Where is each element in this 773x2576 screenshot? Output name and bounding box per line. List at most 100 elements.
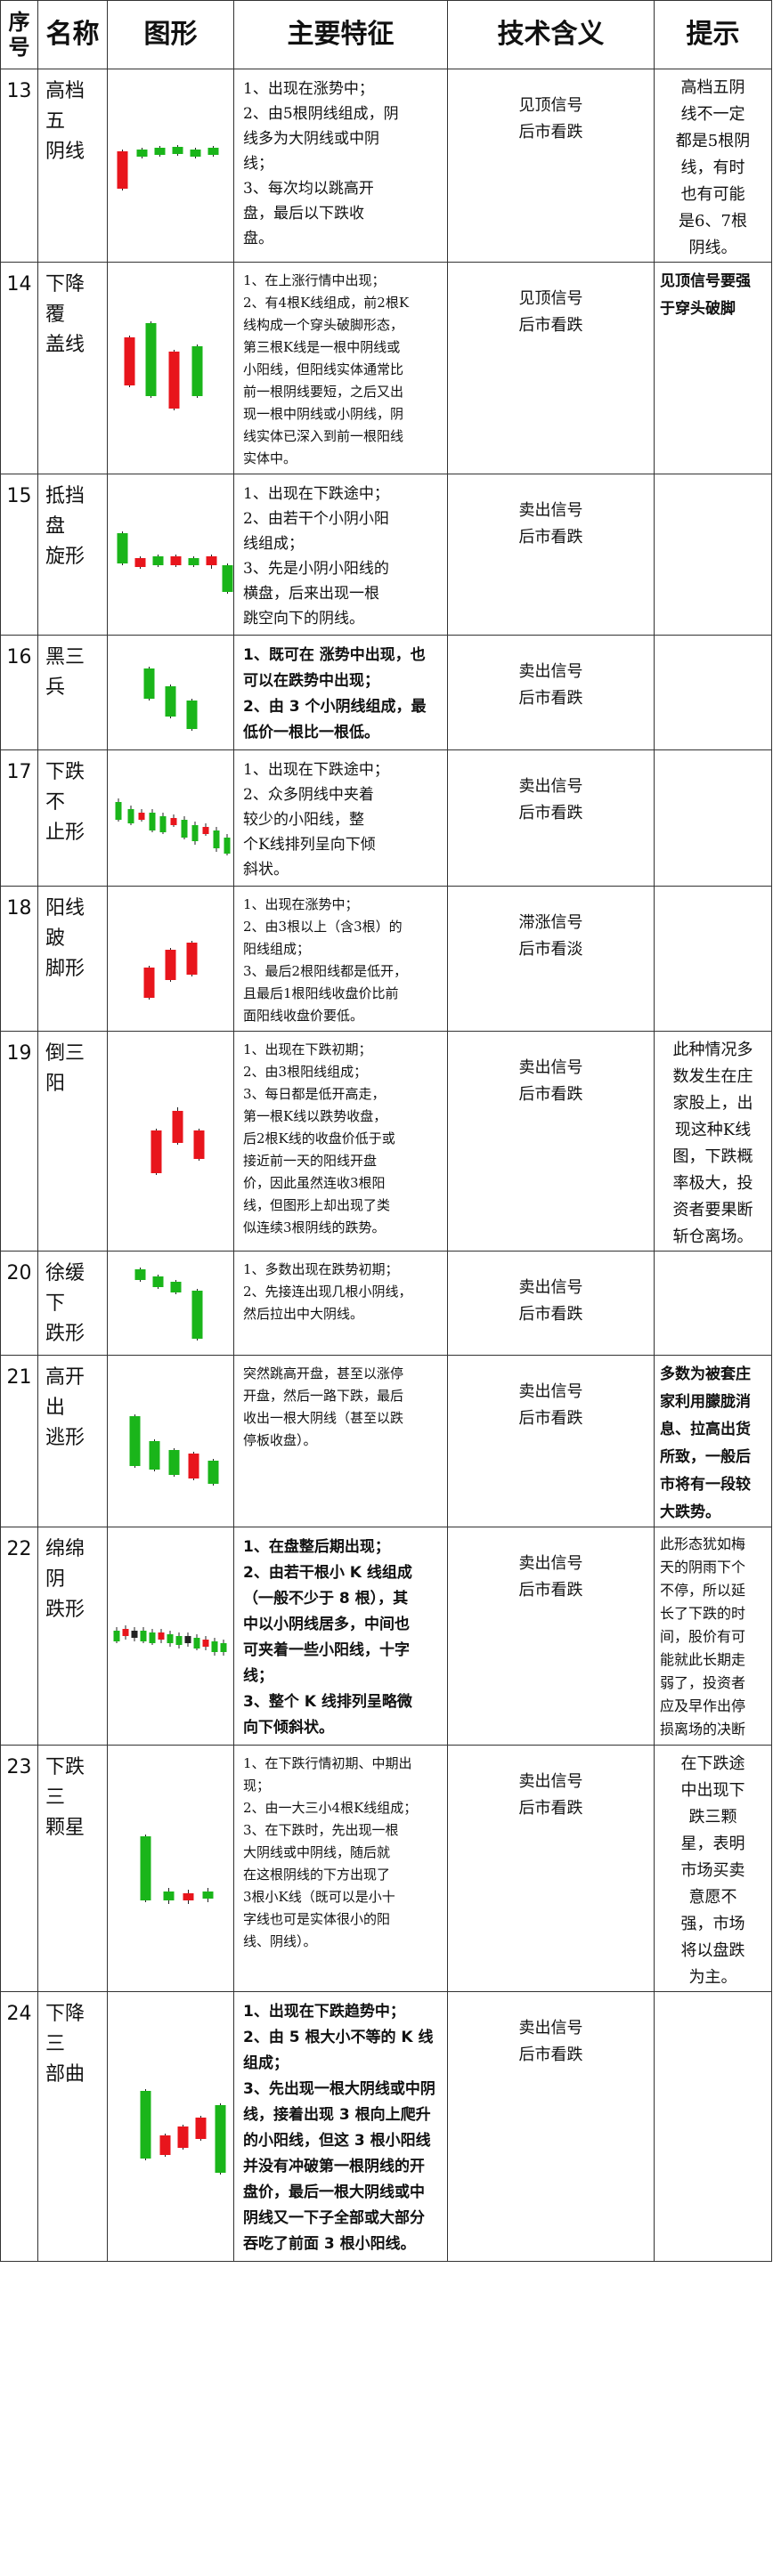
bear-candle [140, 1627, 147, 1643]
text-line: 1、出现在下跌趋势中； [243, 2003, 405, 2021]
technical-meaning: 见顶信号 后市看跌 [447, 262, 655, 474]
bull-candle [206, 555, 217, 569]
pattern-figure [107, 1031, 234, 1252]
bull-candle [138, 809, 145, 822]
bear-candle [220, 1640, 227, 1656]
text-line: 低价一根比一根低。 [243, 724, 379, 741]
candle-body [202, 1640, 209, 1647]
bear-candle [136, 148, 148, 158]
text-line: 高档五阴 [680, 78, 745, 97]
text-line: 盘。 [243, 230, 273, 247]
text-line: 价，因此虽然连收3根阳 [243, 1175, 386, 1191]
row-number: 22 [0, 1527, 38, 1746]
candle-body [177, 2126, 189, 2148]
text-line: 1、在盘整后期出现； [243, 1538, 390, 1556]
main-features: 1、出现在涨势中； 2、由5根阴线组成，阴 线多为大阴线或中阴 线； 3、每次均以跳高开… [233, 69, 448, 263]
text-line: 2、由 5 根大小不等的 K 线 [243, 2029, 434, 2046]
candle-body [158, 1632, 165, 1640]
candle-body [188, 1454, 199, 1478]
text-line: 应及早作出停 [660, 1697, 746, 1714]
candle-body [211, 1641, 218, 1652]
candle-body [140, 1836, 151, 1900]
header-no: 序号 [0, 0, 38, 69]
text-line: 多数为被套庄 [660, 1365, 751, 1383]
candle-body [224, 838, 231, 854]
text-line: 1、出现在下跌途中； [243, 485, 389, 503]
candle-body [149, 1632, 156, 1643]
candle-body [193, 1638, 200, 1648]
candle-body [140, 1631, 147, 1641]
bear-candle [191, 822, 199, 845]
candle-body [222, 565, 233, 592]
text-line: 似连续3根阴线的跌势。 [243, 1219, 386, 1235]
bear-candle [167, 1631, 174, 1647]
bear-candle [168, 1448, 180, 1477]
candle-body [170, 1282, 182, 1292]
pattern-name: 倒三阳 [37, 1031, 108, 1252]
bear-candle [190, 148, 201, 158]
text-line: 所致，一般后 [660, 1448, 751, 1466]
text-line: 后市看跌 [518, 123, 583, 142]
candle-body [168, 1450, 180, 1475]
technical-meaning: 滞涨信号 后市看淡 [447, 886, 655, 1032]
high-five-bear-candles-chart [117, 145, 219, 190]
main-features: 1、在上涨行情中出现； 2、有4根K线组成，前2根K 线构成一个穿头破脚形态， 第三根… [233, 262, 448, 474]
candle-body [206, 556, 217, 565]
text-line: 1、在下跌行情初期、中期出 [243, 1755, 412, 1771]
candle-body [159, 816, 167, 832]
text-line: 1、出现在涨势中； [243, 80, 374, 98]
pattern-name: 高档五 阴线 [37, 69, 108, 263]
bull-candle [188, 1452, 199, 1480]
text-line: 后市看跌 [518, 804, 583, 822]
candle-body [184, 1636, 191, 1643]
row-number: 19 [0, 1031, 38, 1252]
text-line: 将以盘跌 [680, 1941, 745, 1960]
text-line: 后市看跌 [518, 528, 583, 547]
bear-candle [170, 1280, 182, 1294]
candle-body [167, 1634, 174, 1643]
candle-body [191, 1291, 203, 1339]
pattern-figure [107, 1991, 234, 2262]
text-line: 跌三颗 [688, 1808, 737, 1827]
text-line: 大阴线或中阴线，随后就 [243, 1844, 391, 1860]
technical-meaning: 见顶信号 后市看跌 [447, 69, 655, 263]
technical-meaning: 卖出信号 后市看跌 [447, 474, 655, 636]
bull-candle [172, 1107, 183, 1145]
text-line: 长了下跌的时 [660, 1605, 746, 1622]
text-line: 后市看跌 [518, 1305, 583, 1324]
main-features: 1、出现在下跌途中； 2、由若干个小阴小阳 线组成； 3、先是小阴小阳线的 横盘，后来出… [233, 474, 448, 636]
pattern-name: 下降三 部曲 [37, 1991, 108, 2262]
table-row: 13 高档五 阴线 1、出现在涨势中； 2、由5根阴线组成，阴 线多为大阴线或中阴 线； 3、… [0, 69, 772, 263]
bear-candle [224, 834, 231, 855]
bear-candle [115, 798, 122, 822]
text-line: 较少的小阳线，整 [243, 811, 364, 829]
text-line: 突然跳高开盘，甚至以涨停 [243, 1365, 404, 1381]
bull-candle [165, 948, 176, 982]
bull-candle [159, 2134, 171, 2157]
pattern-figure [107, 1355, 234, 1527]
text-line: 2、由若干个小阴小阳 [243, 510, 389, 528]
bull-candle [122, 1625, 129, 1640]
text-line: 资者要果断 [672, 1201, 753, 1219]
table-row: 24 下降三 部曲 1、出现在下跌趋势中； 2、由 5 根大小不等的 K 线组成； 3、先… [0, 1991, 772, 2262]
table-row: 21 高开出 逃形 突然跳高开盘，甚至以涨停 开盘，然后一路下跌，最后 收出一根大阴线（甚… [0, 1355, 772, 1527]
text-line: 绵绵阴 [45, 1538, 85, 1591]
text-line: 卖出信号 [518, 777, 583, 796]
main-features: 1、在盘整后期出现； 2、由若干根小 K 线组成 （一般不少于 8 根），其 中以小阴… [233, 1527, 448, 1746]
candle-body [134, 558, 146, 567]
candle-body [165, 686, 176, 717]
candle-body [117, 151, 128, 189]
text-line: 是6、7根 [679, 212, 747, 231]
text-line: 盘，最后以下跌收 [243, 205, 364, 223]
text-line: 后市看跌 [518, 1085, 583, 1104]
text-line: 卖出信号 [518, 1772, 583, 1791]
text-line: 阴线。 [688, 239, 737, 257]
text-line: 1、在上涨行情中出现； [243, 272, 386, 288]
bull-candle [170, 814, 177, 827]
text-line: 后市看跌 [518, 1799, 583, 1818]
candle-body [170, 818, 177, 825]
candle-body [207, 148, 219, 155]
text-line: 线，有时 [680, 158, 745, 177]
text-line: 停板收盘）。 [243, 1432, 317, 1448]
pattern-figure [107, 1527, 234, 1746]
